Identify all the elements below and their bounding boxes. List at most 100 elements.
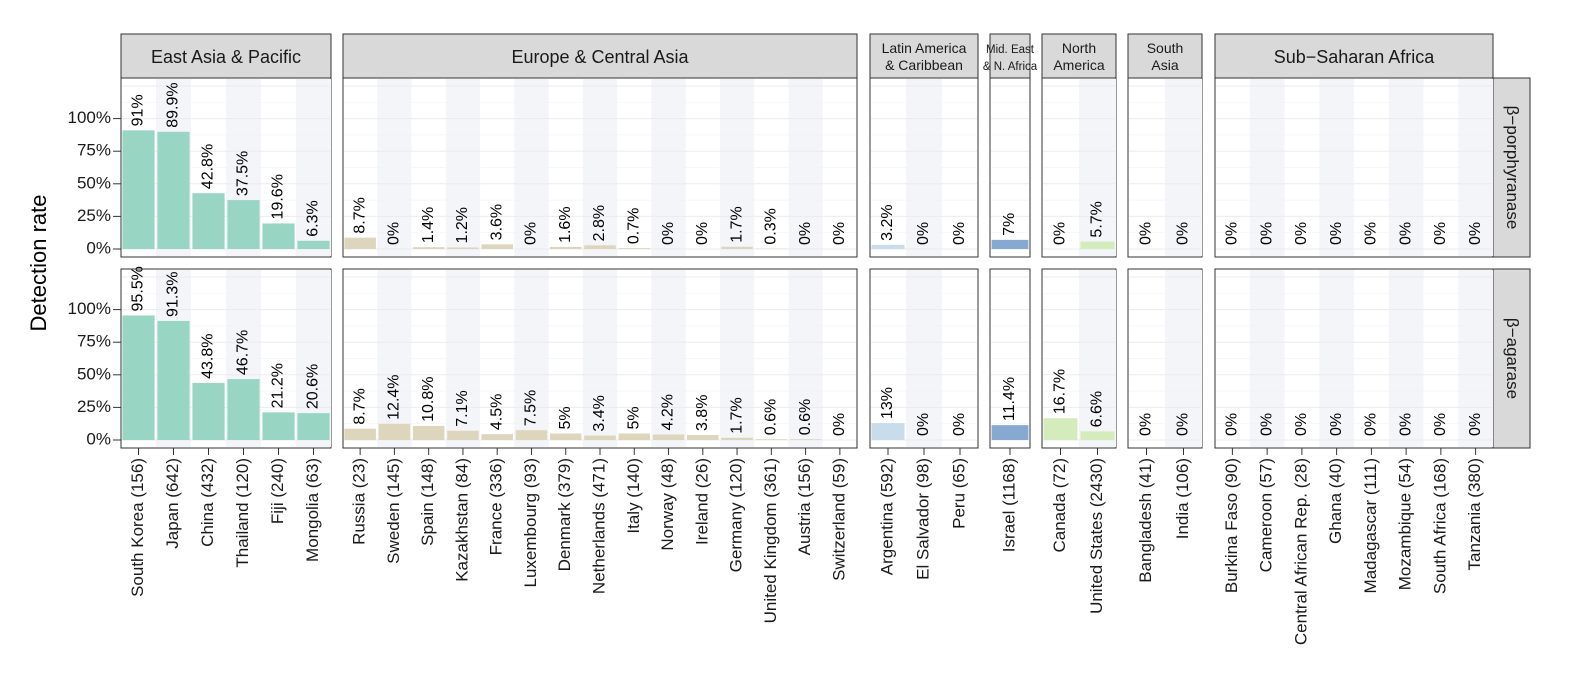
bar [721, 437, 753, 440]
bar [447, 247, 479, 249]
bar-value-label: 37.5% [235, 151, 252, 196]
bar [871, 423, 905, 440]
bar-value-label: 0% [1328, 222, 1345, 245]
bar-value-label: 0% [1175, 222, 1192, 245]
facet-strip [342, 33, 858, 79]
bar [297, 413, 330, 440]
x-tick-label: United Kingdom (361) [761, 458, 780, 623]
x-tick-label: Mongolia (63) [303, 458, 322, 562]
bar [549, 433, 582, 440]
x-tick-label: Netherlands (471) [589, 458, 608, 594]
y-tick-label: 25% [77, 206, 111, 225]
bar [1043, 418, 1078, 440]
bar-value-label: 0.6% [797, 399, 814, 435]
facet-strip-label: South [1147, 40, 1184, 56]
facet-strip-label: Europe & Central Asia [511, 47, 689, 67]
bar-value-label: 0% [1052, 222, 1069, 245]
bar [991, 239, 1029, 249]
bar-value-label: 0% [1138, 413, 1155, 436]
bar-value-label: 46.7% [235, 330, 252, 375]
y-tick-label: 100% [68, 108, 111, 127]
x-tick-label: India (106) [1173, 458, 1192, 539]
bar [789, 439, 822, 440]
bar [192, 193, 225, 249]
bar-value-label: 7.5% [523, 390, 540, 426]
bar-value-label: 0% [1224, 413, 1241, 436]
y-axis-title: Detection rate [26, 195, 51, 332]
x-tick-label: Central African Rep. (28) [1291, 458, 1310, 645]
bar-value-label: 5% [557, 406, 574, 429]
bar-value-label: 10.8% [420, 377, 437, 422]
bar [297, 240, 330, 249]
bar [227, 200, 260, 249]
bar-value-label: 0% [831, 222, 848, 245]
y-tick-label: 75% [77, 141, 111, 160]
bar-value-label: 1.4% [420, 207, 437, 243]
facet-strip [1127, 33, 1203, 79]
facet-strip-label: & N. Africa [983, 61, 1038, 73]
facet-strip-label: & Caribbean [885, 57, 963, 73]
x-tick-label: Norway (48) [658, 458, 677, 551]
x-tick-label: United States (2430) [1087, 458, 1106, 614]
bar [584, 435, 616, 440]
bar-value-label: 89.9% [165, 82, 182, 127]
x-tick-label: Italy (140) [624, 458, 643, 534]
bar-value-label: 0% [523, 222, 540, 245]
bar-value-label: 1.7% [728, 206, 745, 242]
bar [447, 430, 479, 440]
bar-value-label: 0% [1138, 222, 1155, 245]
bar-value-label: 21.2% [270, 363, 287, 408]
bar [549, 246, 582, 249]
x-tick-label: El Salvador (98) [913, 458, 932, 580]
bar-value-label: 0% [1467, 413, 1484, 436]
bar [1080, 431, 1115, 440]
y-tick-label: 25% [77, 397, 111, 416]
bar-value-label: 7.1% [454, 390, 471, 426]
bar-value-label: 0% [1258, 222, 1275, 245]
bar-value-label: 95.5% [130, 266, 147, 311]
bar-value-label: 91.3% [165, 272, 182, 317]
bar-value-label: 8.7% [351, 197, 368, 233]
bar-value-label: 0% [915, 413, 932, 436]
bar-value-label: 8.7% [351, 388, 368, 424]
x-tick-label: Peru (65) [949, 458, 968, 529]
bar [412, 247, 445, 249]
x-tick-label: Ghana (40) [1326, 458, 1345, 544]
bar-value-label: 1.7% [728, 397, 745, 433]
bar-value-label: 0% [1293, 413, 1310, 436]
bar-value-label: 6.3% [305, 200, 322, 236]
y-tick-label: 75% [77, 332, 111, 351]
x-tick-label: Canada (72) [1050, 458, 1069, 553]
bar-value-label: 42.8% [200, 144, 217, 189]
bar [618, 248, 651, 249]
facet-strip [989, 33, 1031, 79]
x-tick-label: Kazakhstan (84) [452, 458, 471, 582]
bar-value-label: 12.4% [386, 374, 403, 419]
x-tick-label: Bangladesh (41) [1136, 458, 1155, 583]
bar-value-label: 5.7% [1089, 201, 1106, 237]
bar-value-label: 20.6% [305, 364, 322, 409]
bar [618, 433, 651, 440]
x-tick-label: France (336) [487, 458, 506, 555]
bar-value-label: 5% [625, 406, 642, 429]
bar-value-label: 91% [130, 94, 147, 126]
row-strip-label: β−agarase [1503, 318, 1522, 399]
bar-value-label: 0% [386, 222, 403, 245]
bar-value-label: 0% [1293, 222, 1310, 245]
bar-value-label: 0% [1467, 222, 1484, 245]
x-tick-label: Thailand (120) [233, 458, 252, 568]
bar [344, 237, 376, 249]
bar-value-label: 1.2% [454, 207, 471, 243]
bar-value-label: 19.6% [270, 174, 287, 219]
x-tick-label: Austria (156) [795, 458, 814, 555]
bar [157, 131, 190, 249]
bar [157, 320, 190, 440]
bar [378, 423, 411, 440]
bar-value-label: 43.8% [200, 334, 217, 379]
x-tick-label: Russia (23) [350, 458, 369, 545]
facet-strip-label: North [1062, 40, 1096, 56]
bar-value-label: 0.7% [625, 208, 642, 244]
bar-value-label: 3.4% [591, 395, 608, 431]
bar-value-label: 0% [951, 222, 968, 245]
